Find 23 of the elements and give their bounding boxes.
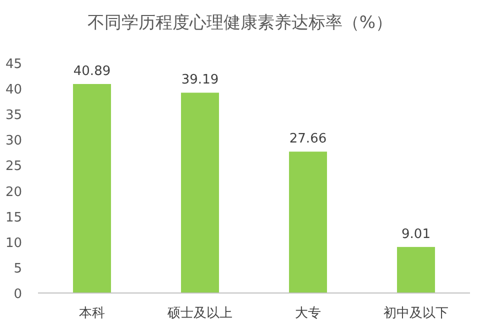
bar: [73, 84, 111, 293]
chart-title: 不同学历程度心理健康素养达标率（%）: [87, 13, 393, 33]
y-tick-label: 10: [5, 236, 22, 251]
y-tick-label: 5: [14, 261, 22, 276]
y-tick-label: 35: [5, 108, 22, 124]
y-tick-label: 25: [5, 159, 22, 174]
y-tick-label: 15: [5, 210, 22, 226]
x-tick-label: 硕士及以上: [166, 306, 232, 321]
x-tick-label: 本科: [79, 306, 105, 321]
y-tick-label: 0: [14, 287, 22, 302]
bar: [181, 92, 219, 293]
x-tick-label: 初中及以下: [384, 306, 448, 321]
data-label: 39.19: [181, 72, 219, 88]
y-tick-label: 20: [5, 184, 22, 200]
y-tick-label: 45: [5, 57, 22, 72]
data-label: 9.01: [402, 226, 430, 242]
y-tick-label: 40: [5, 82, 22, 98]
y-tick-label: 30: [5, 134, 22, 149]
data-label: 40.89: [73, 64, 111, 80]
bar: [397, 246, 435, 293]
x-tick-label: 大专: [295, 306, 321, 321]
bar: [289, 152, 327, 293]
data-label: 27.66: [289, 132, 327, 147]
